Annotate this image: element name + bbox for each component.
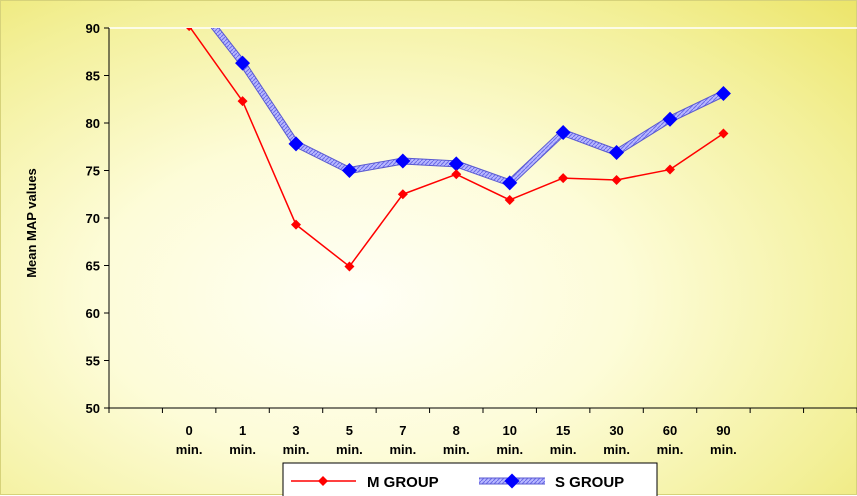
- x-axis: 0 min. 1 min. 3 min. 5 min. 7 min. 8 min. 10 min. 15 mi…: [108, 407, 857, 457]
- x-tick-label: 15: [556, 423, 570, 438]
- s-group-point: [341, 163, 357, 178]
- x-tick-label: 90: [716, 423, 730, 438]
- m-group-point: [718, 128, 729, 139]
- x-tick-label: 5: [346, 423, 353, 438]
- m-group-point: [397, 189, 408, 200]
- legend-s-marker: [504, 473, 520, 489]
- s-group-point: [448, 156, 464, 172]
- series-layer: [182, 1, 731, 272]
- m-group-point: [237, 96, 248, 107]
- x-tick-label: min.: [389, 442, 416, 457]
- m-group-line: [189, 28, 724, 268]
- s-group-point: [609, 144, 625, 160]
- y-tick-label: 85: [86, 69, 100, 84]
- legend-box: [282, 462, 658, 496]
- y-tick-label: 65: [86, 259, 100, 274]
- legend-m-marker: [318, 476, 328, 486]
- m-group-point: [558, 173, 569, 184]
- s-group-point: [502, 175, 518, 191]
- y-tick-label: 75: [86, 164, 100, 179]
- x-tick-label: 7: [399, 423, 406, 438]
- x-tick-label: min.: [336, 442, 363, 457]
- s-group-point: [182, 1, 197, 2]
- y-tick-label: 70: [86, 211, 100, 226]
- x-tick-label: 0: [186, 423, 193, 438]
- y-axis-title: Mean MAP values: [24, 168, 39, 278]
- s-group-point: [235, 55, 251, 71]
- x-tick-label: min.: [176, 442, 203, 457]
- y-tick-label: 60: [86, 306, 100, 321]
- y-tick-label: 90: [86, 21, 100, 36]
- m-group-point: [665, 164, 675, 175]
- m-group-point: [291, 219, 301, 230]
- y-tick-label: 80: [86, 116, 100, 131]
- x-tick-label: min.: [603, 442, 630, 457]
- legend-m-label: M GROUP: [367, 474, 439, 491]
- x-tick-label: min.: [710, 442, 737, 457]
- y-tick-label: 55: [86, 354, 100, 369]
- x-tick-label: min.: [657, 442, 684, 457]
- m-group-point: [504, 194, 515, 205]
- m-group-point: [186, 28, 193, 32]
- x-tick-label: 8: [453, 423, 460, 438]
- x-tick-label: 30: [609, 423, 623, 438]
- s-group-point: [662, 111, 678, 127]
- m-group-point: [611, 175, 622, 185]
- m-group-point: [344, 261, 355, 272]
- x-tick-label: min.: [283, 442, 310, 457]
- x-tick-label: min.: [550, 442, 577, 457]
- s-group-point: [555, 125, 571, 140]
- legend-s-label: S GROUP: [555, 474, 624, 491]
- x-tick-label: min.: [443, 442, 470, 457]
- x-tick-label: min.: [229, 442, 256, 457]
- s-group-point: [395, 153, 411, 169]
- y-tick-label: 50: [86, 401, 100, 416]
- s-group-point: [715, 86, 731, 102]
- y-axis: 50 55 60 65 70 75 80 85 90: [86, 21, 110, 416]
- x-tick-label: 3: [292, 423, 299, 438]
- x-tick-label: min.: [496, 442, 523, 457]
- m-group-point: [451, 169, 462, 180]
- x-tick-label: 10: [502, 423, 516, 438]
- s-group-point: [288, 136, 304, 152]
- x-tick-label: 1: [239, 423, 246, 438]
- legend: M GROUP S GROUP: [282, 462, 658, 496]
- x-tick-label: 60: [663, 423, 677, 438]
